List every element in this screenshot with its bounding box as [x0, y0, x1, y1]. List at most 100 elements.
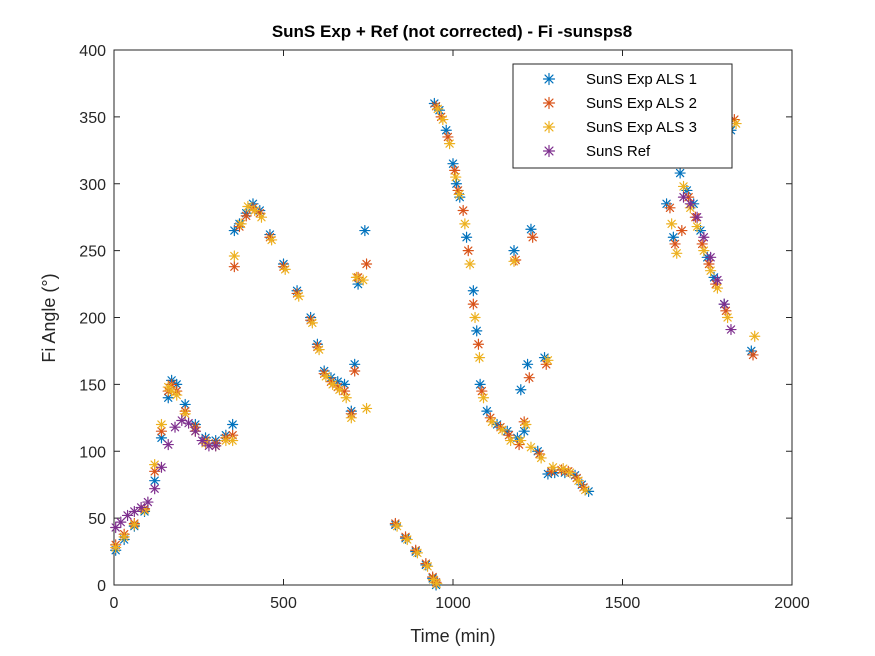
data-point	[352, 278, 364, 290]
data-point	[698, 231, 710, 243]
x-tick-label: 1000	[435, 595, 471, 612]
data-point	[279, 263, 291, 275]
data-point	[508, 255, 520, 267]
data-point	[233, 220, 246, 233]
data-point	[696, 238, 708, 250]
data-point	[677, 191, 690, 203]
data-point	[540, 358, 552, 370]
y-tick-label: 300	[79, 177, 106, 194]
data-point	[486, 416, 498, 428]
data-point	[118, 531, 130, 543]
data-point	[469, 311, 481, 324]
data-point	[515, 384, 527, 396]
data-point	[440, 124, 452, 136]
data-point	[313, 344, 325, 356]
data-point	[255, 211, 268, 223]
data-point	[228, 224, 240, 237]
data-point	[189, 425, 201, 437]
x-tick-label: 1500	[605, 595, 641, 612]
data-point	[430, 100, 442, 112]
data-point	[459, 218, 471, 230]
data-point	[266, 234, 278, 246]
data-point	[705, 251, 717, 263]
data-point	[477, 392, 490, 404]
data-point	[360, 258, 373, 270]
data-point	[472, 338, 485, 350]
data-point	[545, 465, 557, 477]
data-point	[149, 483, 161, 495]
data-point	[494, 421, 507, 433]
data-point	[311, 341, 323, 353]
y-tick-label: 350	[79, 110, 106, 127]
legend-marker	[542, 72, 556, 86]
data-point	[527, 231, 539, 243]
data-point	[162, 438, 174, 451]
data-point	[542, 354, 554, 366]
data-point	[442, 131, 454, 143]
y-tick-label: 250	[79, 244, 106, 261]
legend-entry-label: SunS Exp ALS 1	[586, 71, 697, 88]
data-point	[360, 402, 373, 415]
y-tick-label: 400	[79, 43, 106, 60]
y-axis-label: Fi Angle (°)	[39, 273, 59, 362]
legend-marker	[542, 120, 556, 134]
data-point	[460, 231, 473, 243]
data-point	[720, 305, 732, 317]
data-point	[410, 544, 422, 556]
data-point	[725, 323, 737, 336]
data-point	[579, 484, 591, 496]
data-point	[227, 418, 239, 431]
legend: SunS Exp ALS 1 SunS Exp ALS 2 SunS Exp ALS…	[512, 63, 733, 169]
data-point	[411, 547, 424, 559]
data-point	[684, 198, 696, 210]
data-point	[340, 392, 352, 404]
data-point	[320, 370, 332, 382]
data-point	[691, 211, 703, 223]
data-point	[128, 519, 140, 531]
x-axis: 0 500 1000 1500 2000	[110, 50, 810, 612]
data-point	[703, 258, 715, 270]
data-point	[228, 250, 240, 262]
data-point	[449, 164, 461, 176]
x-tick-label: 0	[110, 595, 119, 612]
data-point	[277, 261, 290, 273]
data-point	[730, 117, 742, 130]
data-point	[669, 238, 681, 250]
data-point	[227, 434, 239, 447]
data-point	[333, 384, 346, 396]
data-point	[128, 505, 140, 518]
data-point	[525, 441, 537, 453]
data-point	[306, 317, 318, 329]
data-point	[462, 245, 474, 257]
data-point	[467, 285, 479, 297]
data-point	[718, 298, 730, 310]
data-point	[171, 389, 183, 401]
data-point	[444, 138, 456, 150]
data-point	[666, 218, 678, 230]
data-point	[547, 461, 559, 473]
y-axis: 0 50 100 150 200 250 300 350 400	[79, 43, 792, 595]
data-point	[293, 290, 305, 302]
data-point	[249, 204, 261, 217]
data-point	[515, 434, 527, 447]
data-point	[535, 452, 547, 464]
y-tick-label: 150	[79, 377, 106, 394]
data-point	[166, 385, 178, 397]
data-point	[705, 265, 717, 277]
data-point	[350, 271, 362, 283]
data-point	[196, 434, 208, 447]
data-point	[505, 434, 517, 447]
data-point	[210, 440, 222, 452]
data-point	[349, 365, 361, 377]
data-point	[676, 224, 688, 237]
data-point	[437, 113, 449, 126]
data-point	[228, 261, 240, 273]
data-point	[745, 345, 757, 357]
chart-title: SunS Exp + Ref (not corrected) - Fi -sun…	[272, 22, 632, 41]
data-point	[327, 378, 339, 390]
data-point	[721, 311, 734, 324]
data-point	[431, 578, 443, 590]
data-point	[220, 434, 232, 447]
data-point	[110, 541, 122, 554]
data-point	[357, 274, 369, 286]
